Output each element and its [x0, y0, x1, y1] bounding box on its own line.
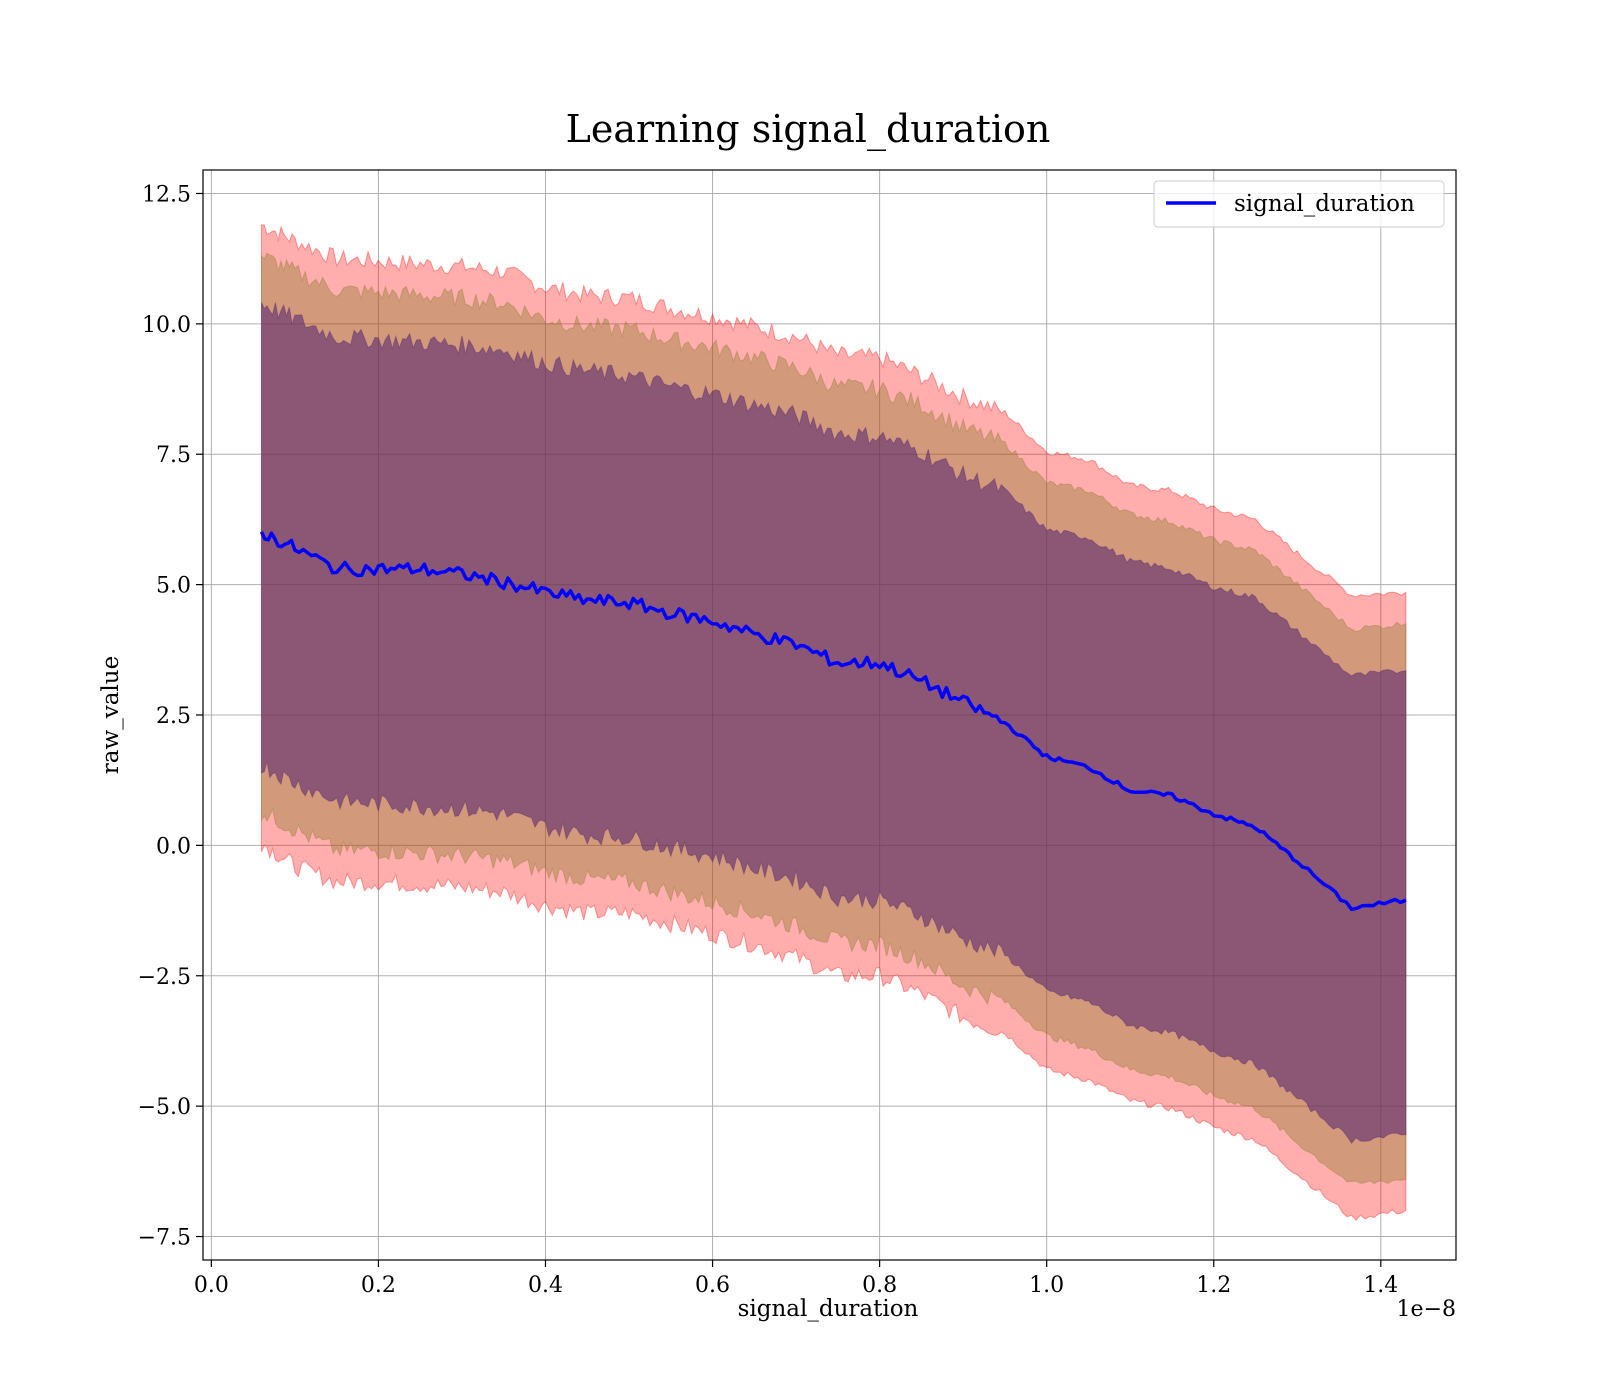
y-tick-label: 10.0 [142, 313, 191, 338]
y-tick-label: −7.5 [138, 1226, 191, 1251]
confidence-bands [261, 224, 1407, 1222]
chart-title: Learning signal_duration [566, 107, 1051, 152]
x-tick-label: 0.2 [361, 1273, 396, 1298]
confidence-band-2 [261, 302, 1407, 1145]
y-tick-label: −5.0 [138, 1095, 191, 1120]
x-tick-label: 1.0 [1029, 1273, 1064, 1298]
legend: signal_duration [1153, 180, 1445, 228]
x-axis-label: signal_duration [738, 1296, 919, 1322]
y-tick-label: 7.5 [156, 443, 191, 468]
x-tick-label: 1.4 [1363, 1273, 1398, 1298]
series-line-0 [259, 531, 1407, 912]
y-axis: −7.5 −5.0 −2.5 0.0 2.5 5.0 7.5 10.0 12.5 [138, 182, 203, 1251]
y-tick-label: −2.5 [138, 965, 191, 990]
y-tick-label: 0.0 [156, 834, 191, 859]
y-tick-label: 5.0 [156, 574, 191, 599]
x-tick-label: 0.4 [528, 1273, 563, 1298]
legend-label: signal_duration [1234, 191, 1415, 217]
y-tick-label: 2.5 [156, 704, 191, 729]
x-tick-label: 1.2 [1196, 1273, 1231, 1298]
x-tick-label: 0.6 [695, 1273, 730, 1298]
x-tick-label: 0.8 [862, 1273, 897, 1298]
y-axis-label: raw_value [98, 656, 124, 774]
y-tick-label: 12.5 [142, 182, 191, 207]
x-axis: 0.0 0.2 0.4 0.6 0.8 1.0 1.2 1.4 [194, 1260, 1398, 1298]
x-axis-offset-label: 1e−8 [1397, 1297, 1456, 1322]
x-tick-label: 0.0 [194, 1273, 229, 1298]
series-lines [259, 531, 1407, 912]
legend-box [1153, 180, 1445, 228]
